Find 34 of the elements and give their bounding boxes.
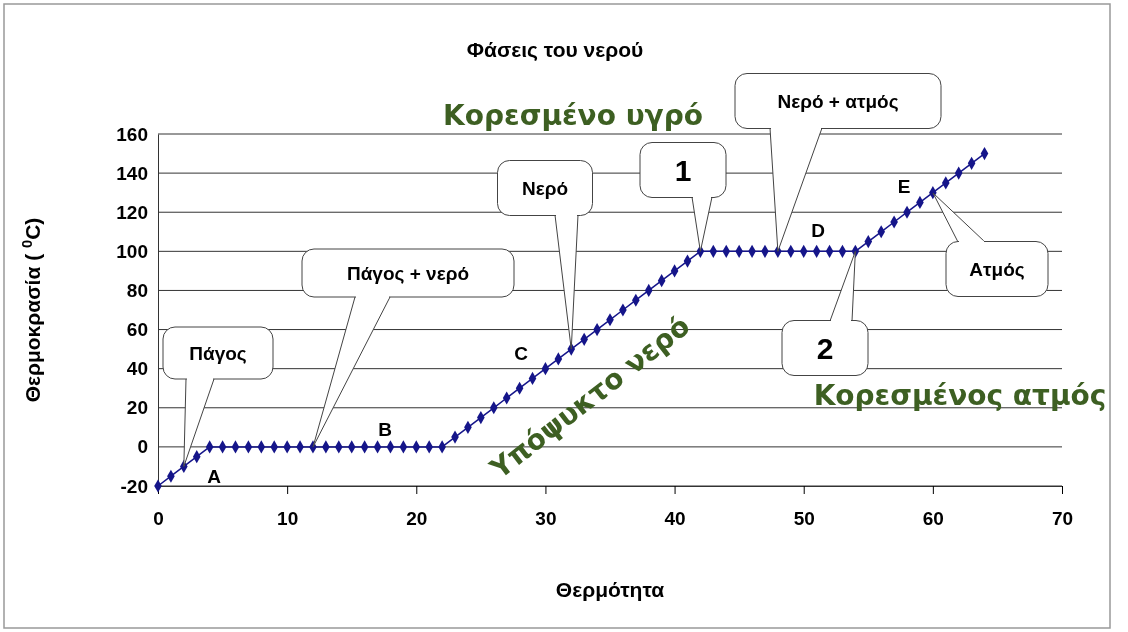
x-tick-label: 20 bbox=[406, 508, 428, 530]
annotation: Κορεσμένος ατμός bbox=[813, 378, 1107, 412]
y-tick-label: 160 bbox=[116, 123, 148, 145]
x-tick-label: 30 bbox=[535, 508, 557, 530]
y-tick-label: 60 bbox=[126, 319, 148, 341]
annotation: E bbox=[897, 175, 911, 197]
x-tick-label: 0 bbox=[153, 508, 164, 530]
annotation: A bbox=[207, 465, 222, 487]
y-tick-label: 120 bbox=[116, 201, 148, 223]
annotation: 2 bbox=[816, 331, 834, 365]
annotation: B bbox=[378, 418, 392, 440]
x-tick-label: 10 bbox=[277, 508, 299, 530]
y-tick-label: 100 bbox=[116, 240, 148, 262]
annotation: Πάγος + νερό bbox=[346, 262, 470, 284]
y-tick-label: 0 bbox=[137, 436, 148, 458]
y-tick-label: 40 bbox=[126, 358, 148, 380]
annotation: C bbox=[514, 342, 529, 364]
text: Κορεσμένο υγρό bbox=[443, 98, 703, 132]
x-tick-label: 50 bbox=[793, 508, 815, 530]
annotation: 1 bbox=[674, 153, 692, 187]
annotation: Νερό bbox=[521, 177, 569, 199]
annotation: Νερό + ατμός bbox=[777, 90, 899, 112]
x-tick-label: 60 bbox=[922, 508, 944, 530]
y-tick-label: -20 bbox=[120, 475, 148, 497]
x-axis-title: Θερμότητα bbox=[555, 578, 665, 601]
annotation: Πάγος bbox=[189, 342, 247, 364]
x-tick-label: 70 bbox=[1051, 508, 1074, 530]
annotation: Ατμός bbox=[969, 258, 1025, 280]
chart-title: Φάσεις του νερού bbox=[466, 38, 644, 62]
y-tick-label: 20 bbox=[126, 397, 148, 419]
y-tick-label: 80 bbox=[126, 280, 148, 302]
annotation: D bbox=[811, 219, 825, 241]
y-tick-label: 140 bbox=[116, 162, 148, 184]
x-tick-label: 40 bbox=[664, 508, 686, 530]
